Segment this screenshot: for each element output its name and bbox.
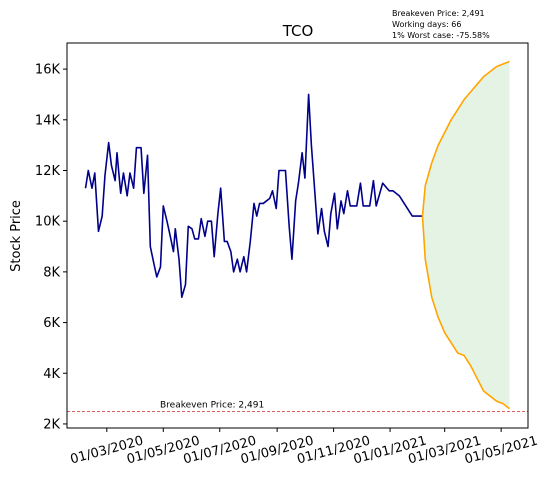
chart-title: TCO: [282, 22, 314, 40]
series-line: [84, 93, 423, 299]
annotation: Working days: 66: [392, 20, 461, 29]
y-tick-label: 6K: [43, 316, 60, 331]
series-line: [421, 60, 510, 217]
y-tick-label: 8K: [43, 265, 60, 280]
y-tick-label: 4K: [43, 367, 60, 382]
series-line: [421, 216, 510, 410]
annotation: Breakeven Price: 2,491: [392, 9, 485, 18]
plot-frame: [66, 42, 529, 429]
y-tick-label: 14K: [35, 113, 61, 128]
breakeven-label: Breakeven Price: 2,491: [160, 401, 264, 411]
y-tick-label: 10K: [35, 215, 61, 230]
y-tick-label: 2K: [43, 417, 60, 432]
y-tick-label: 12K: [35, 164, 61, 179]
y-tick-label: 16K: [35, 63, 61, 78]
annotation: 1% Worst case: -75.58%: [392, 31, 490, 40]
y-axis-label: Stock Price: [9, 200, 24, 272]
fill-area: [422, 61, 510, 409]
